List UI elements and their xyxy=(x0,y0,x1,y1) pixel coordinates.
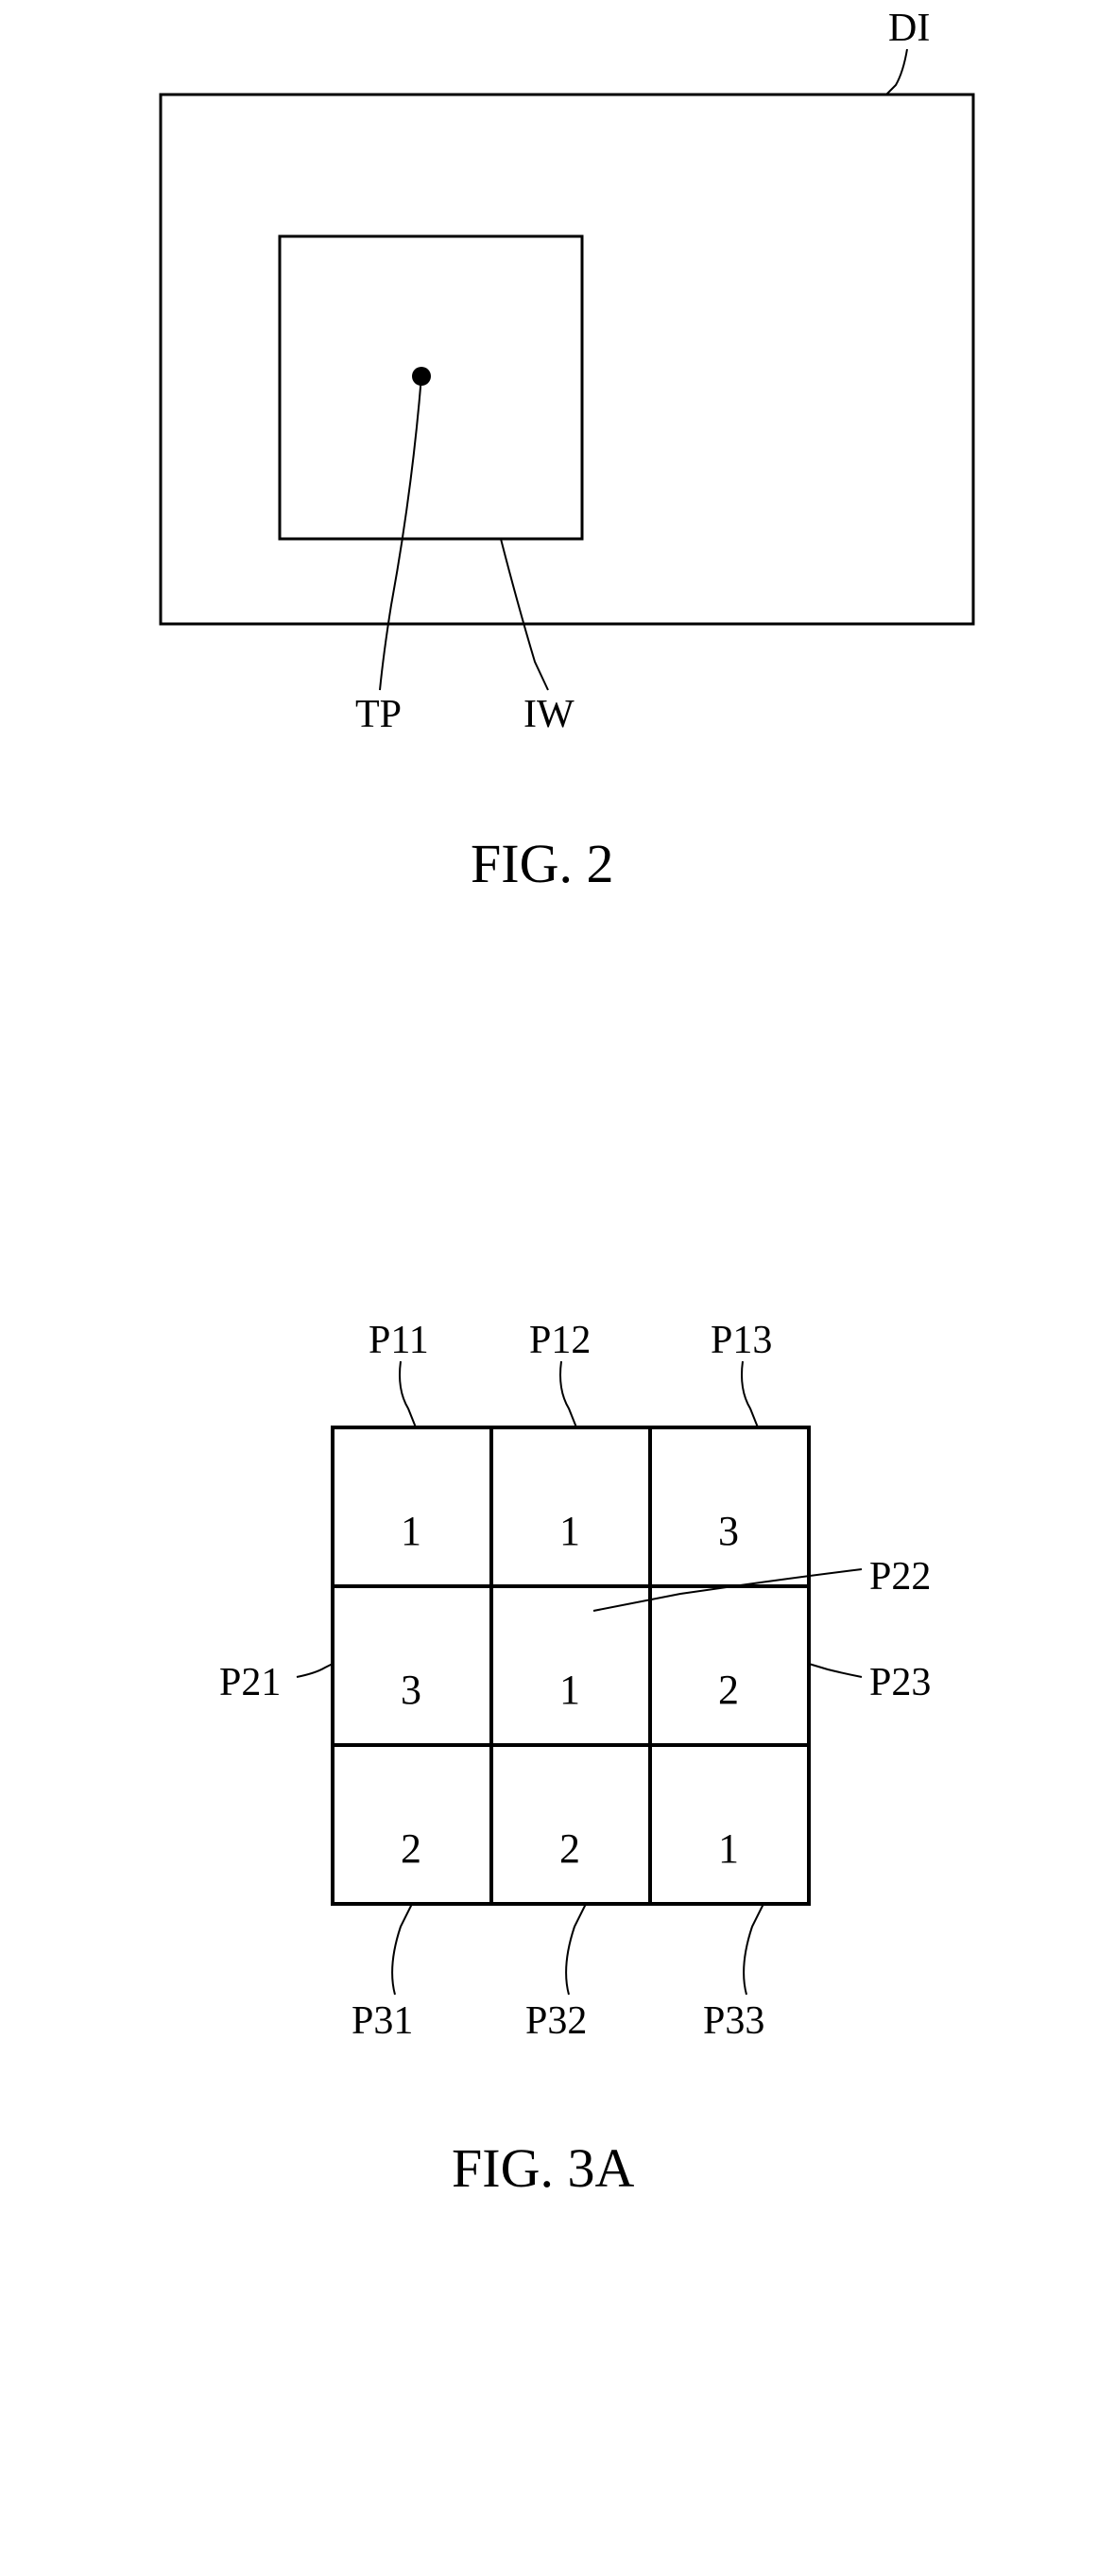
fig3a-lead-p32 xyxy=(566,1904,586,1995)
fig3a-caption: FIG. 3A xyxy=(452,2136,634,2200)
fig2-label-tp: TP xyxy=(355,692,402,737)
fig2-outer-rect xyxy=(161,95,973,624)
fig3a-label-p31: P31 xyxy=(352,1998,413,2044)
grid-cell-32: 2 xyxy=(559,1824,580,1873)
fig3a-label-p23: P23 xyxy=(869,1660,931,1705)
fig3a-label-p32: P32 xyxy=(525,1998,587,2044)
fig3a-lead-p23 xyxy=(809,1664,862,1677)
figure-3a-svg xyxy=(0,1276,1115,2222)
fig3a-lead-p21 xyxy=(297,1664,333,1677)
fig3a-label-p21: P21 xyxy=(219,1660,281,1705)
fig3a-label-p12: P12 xyxy=(529,1318,591,1363)
fig3a-label-p11: P11 xyxy=(369,1318,429,1363)
fig2-inner-rect xyxy=(280,236,582,539)
fig2-label-iw: IW xyxy=(523,692,575,737)
fig3a-label-p33: P33 xyxy=(703,1998,764,2044)
fig3a-lead-p33 xyxy=(744,1904,763,1995)
grid-cell-22: 1 xyxy=(559,1666,580,1714)
fig2-lead-tp xyxy=(380,376,421,690)
grid-cell-11: 1 xyxy=(401,1507,421,1555)
grid-cell-21: 3 xyxy=(401,1666,421,1714)
fig3a-lead-p13 xyxy=(742,1361,758,1427)
fig3a-label-p22: P22 xyxy=(869,1554,931,1599)
fig3a-lead-p31 xyxy=(392,1904,412,1995)
page-container: DI TP IW FIG. 2 1 1 3 3 1 2 2 2 xyxy=(0,0,1115,2576)
figure-2-svg xyxy=(0,0,1115,945)
fig3a-lead-p11 xyxy=(400,1361,416,1427)
fig2-lead-di xyxy=(886,49,907,95)
grid-cell-23: 2 xyxy=(718,1666,739,1714)
grid-cell-13: 3 xyxy=(718,1507,739,1555)
grid-cell-33: 1 xyxy=(718,1824,739,1873)
fig3a-lead-p12 xyxy=(560,1361,576,1427)
grid-cell-12: 1 xyxy=(559,1507,580,1555)
fig3a-label-p13: P13 xyxy=(711,1318,772,1363)
fig2-lead-iw xyxy=(501,539,548,690)
fig2-caption: FIG. 2 xyxy=(471,832,613,895)
fig2-label-di: DI xyxy=(888,6,930,51)
fig3a-lead-p22 xyxy=(593,1569,862,1611)
grid-cell-31: 2 xyxy=(401,1824,421,1873)
